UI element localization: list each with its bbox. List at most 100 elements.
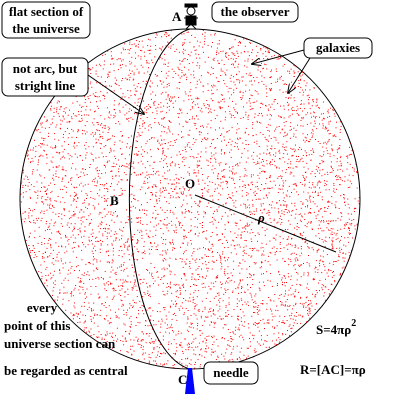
galaxy [25, 211, 27, 213]
galaxy [215, 159, 217, 161]
galaxy [122, 303, 124, 305]
galaxy [74, 187, 76, 189]
galaxy [84, 292, 86, 294]
galaxy [175, 232, 177, 234]
galaxy [144, 111, 146, 113]
galaxy [245, 207, 247, 209]
galaxy [57, 195, 59, 197]
galaxy [120, 299, 122, 301]
galaxy [198, 206, 200, 208]
galaxy [153, 283, 154, 285]
galaxy [94, 258, 96, 260]
galaxy [92, 146, 94, 148]
galaxy [138, 135, 140, 137]
galaxy [104, 127, 106, 129]
galaxy [167, 249, 169, 251]
galaxy [104, 184, 106, 186]
galaxy [110, 63, 112, 65]
galaxy [281, 212, 283, 214]
galaxy [330, 166, 332, 168]
galaxy [198, 311, 200, 312]
galaxy [209, 146, 211, 148]
galaxy [211, 268, 213, 270]
galaxy [84, 169, 86, 170]
galaxy [112, 57, 114, 59]
galaxy [61, 213, 63, 215]
galaxy [209, 110, 211, 112]
galaxy [147, 182, 149, 184]
galaxy [350, 213, 352, 215]
galaxy [278, 115, 280, 117]
galaxy [96, 185, 98, 187]
galaxy [294, 100, 296, 102]
galaxy [140, 64, 142, 66]
galaxy [118, 171, 120, 173]
galaxy [159, 347, 161, 349]
galaxy [345, 245, 347, 247]
galaxy [147, 108, 149, 110]
galaxy [186, 322, 188, 324]
galaxy [145, 333, 147, 335]
galaxy [176, 283, 178, 285]
galaxy [251, 315, 253, 317]
galaxy [245, 184, 246, 186]
galaxy [162, 186, 164, 188]
galaxy [194, 201, 196, 203]
galaxy [152, 91, 154, 93]
galaxy [282, 192, 284, 194]
galaxy [297, 194, 299, 196]
galaxy [168, 341, 170, 343]
galaxy [282, 258, 284, 260]
galaxy [204, 182, 206, 184]
galaxy [260, 49, 262, 51]
galaxy [216, 47, 218, 49]
galaxy [260, 203, 262, 205]
galaxy [134, 52, 136, 54]
galaxy [192, 143, 194, 145]
galaxy [110, 58, 112, 60]
galaxy [81, 249, 83, 251]
galaxy [137, 322, 139, 324]
galaxy [103, 164, 105, 166]
galaxy [129, 303, 131, 305]
galaxy [183, 235, 185, 237]
galaxy [159, 331, 161, 333]
galaxy [69, 120, 71, 122]
galaxy [131, 44, 133, 46]
galaxy [192, 252, 194, 254]
galaxy [163, 105, 165, 107]
galaxy [288, 236, 290, 238]
galaxy [256, 76, 258, 78]
galaxy [210, 120, 212, 122]
galaxy [112, 297, 114, 299]
galaxy [295, 213, 297, 215]
galaxy [288, 220, 290, 222]
galaxy [157, 106, 159, 108]
galaxy [121, 80, 123, 82]
galaxy [52, 122, 53, 124]
galaxy [326, 227, 328, 229]
galaxy [195, 49, 197, 51]
galaxy [75, 195, 76, 197]
galaxy [262, 164, 264, 166]
galaxy [247, 206, 248, 208]
galaxy [180, 305, 182, 307]
galaxy [84, 327, 86, 329]
galaxy [310, 122, 312, 124]
galaxy [87, 262, 89, 264]
galaxy [155, 324, 157, 326]
galaxy [92, 253, 94, 255]
galaxy [337, 229, 339, 231]
galaxy [129, 41, 131, 43]
galaxy [321, 91, 323, 93]
galaxy [124, 96, 126, 98]
galaxy [204, 137, 206, 139]
galaxy [236, 303, 238, 305]
galaxy [212, 351, 214, 353]
galaxy [314, 271, 316, 273]
galaxy [205, 342, 207, 344]
galaxy [70, 223, 72, 225]
galaxy [97, 269, 99, 271]
galaxy [316, 250, 318, 252]
galaxy [322, 256, 324, 258]
